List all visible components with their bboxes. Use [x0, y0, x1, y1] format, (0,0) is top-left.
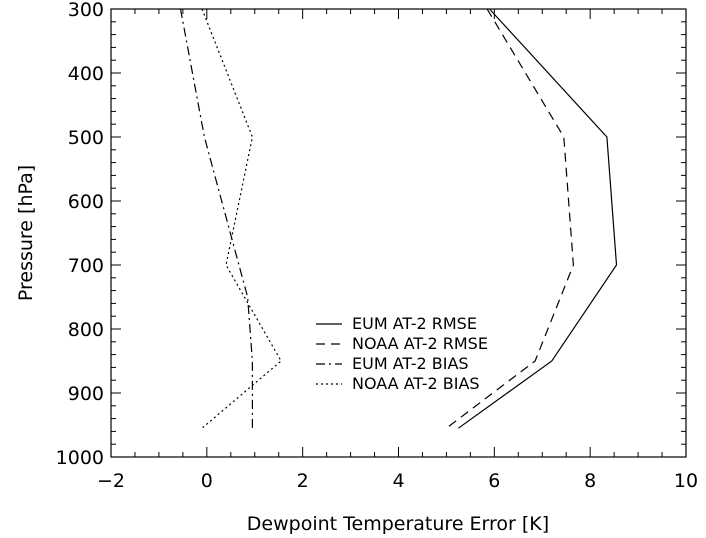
legend-label: EUM AT-2 RMSE	[352, 314, 477, 333]
y-axis-title: Pressure [hPa]	[15, 165, 37, 301]
x-tick-label: 6	[488, 470, 500, 492]
legend-label: EUM AT-2 BIAS	[352, 354, 469, 373]
x-tick-label: 10	[674, 470, 698, 492]
series-line-noaa-at-2-bias	[201, 8, 282, 429]
y-tick-label: 300	[68, 0, 104, 21]
y-tick-label: 800	[68, 319, 104, 341]
ticks: −2 0 2 4 6 8 10 300 400 500 600 700 800 900 1000	[56, 0, 698, 492]
legend-label: NOAA AT-2 BIAS	[352, 374, 480, 393]
x-tick-label: 2	[297, 470, 309, 492]
y-tick-label: 600	[68, 191, 104, 213]
series-line-noaa-at-2-rmse	[446, 8, 575, 429]
y-tick-label: 400	[68, 63, 104, 85]
legend-label: NOAA AT-2 RMSE	[352, 334, 488, 353]
x-axis-title: Dewpoint Temperature Error [K]	[247, 513, 549, 535]
x-tick-label: 0	[201, 470, 213, 492]
x-tick-label: −2	[97, 470, 125, 492]
y-tick-label: 1000	[56, 447, 104, 469]
x-tick-label: 4	[392, 470, 404, 492]
y-tick-label: 900	[68, 383, 104, 405]
y-tick-label: 700	[68, 255, 104, 277]
series-lines	[179, 8, 618, 429]
series-line-eum-at-2-rmse	[458, 8, 618, 429]
y-tick-label: 500	[68, 127, 104, 149]
x-tick-label: 8	[584, 470, 596, 492]
series-line-eum-at-2-bias	[179, 8, 253, 429]
